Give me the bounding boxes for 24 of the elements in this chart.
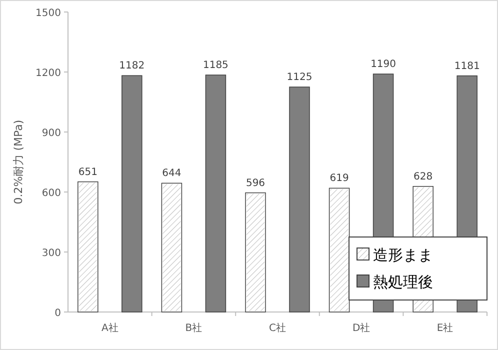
- y-tick-label: 1500: [36, 8, 61, 19]
- data-label: 1181: [454, 60, 480, 72]
- y-tick-label: 1200: [36, 68, 61, 79]
- data-label: 596: [246, 178, 266, 189]
- y-tick-label: 900: [42, 128, 61, 139]
- x-tick-label: A社: [101, 322, 118, 334]
- data-label: 1190: [370, 59, 396, 70]
- data-label: 651: [78, 166, 98, 178]
- x-tick-label: E社: [436, 322, 454, 334]
- data-label: 628: [414, 171, 433, 182]
- y-axis-title: 0.2%耐力 (MPa): [12, 120, 25, 204]
- data-label: 1182: [119, 60, 145, 72]
- series-label: 造形まま: [373, 246, 433, 264]
- y-tick-label: 0: [54, 308, 61, 319]
- y-tick-label: 600: [42, 188, 61, 199]
- x-tick-label: D社: [352, 322, 370, 334]
- data-label: 1125: [286, 72, 312, 83]
- data-label: 1185: [202, 60, 228, 71]
- data-label: 644: [162, 168, 182, 180]
- data-label: 619: [330, 173, 349, 184]
- x-tick-label: B社: [185, 322, 202, 334]
- legend-label: 熱処理後: [373, 273, 433, 291]
- y-tick-label: 300: [42, 248, 61, 259]
- x-tick-label: C社: [269, 322, 286, 334]
